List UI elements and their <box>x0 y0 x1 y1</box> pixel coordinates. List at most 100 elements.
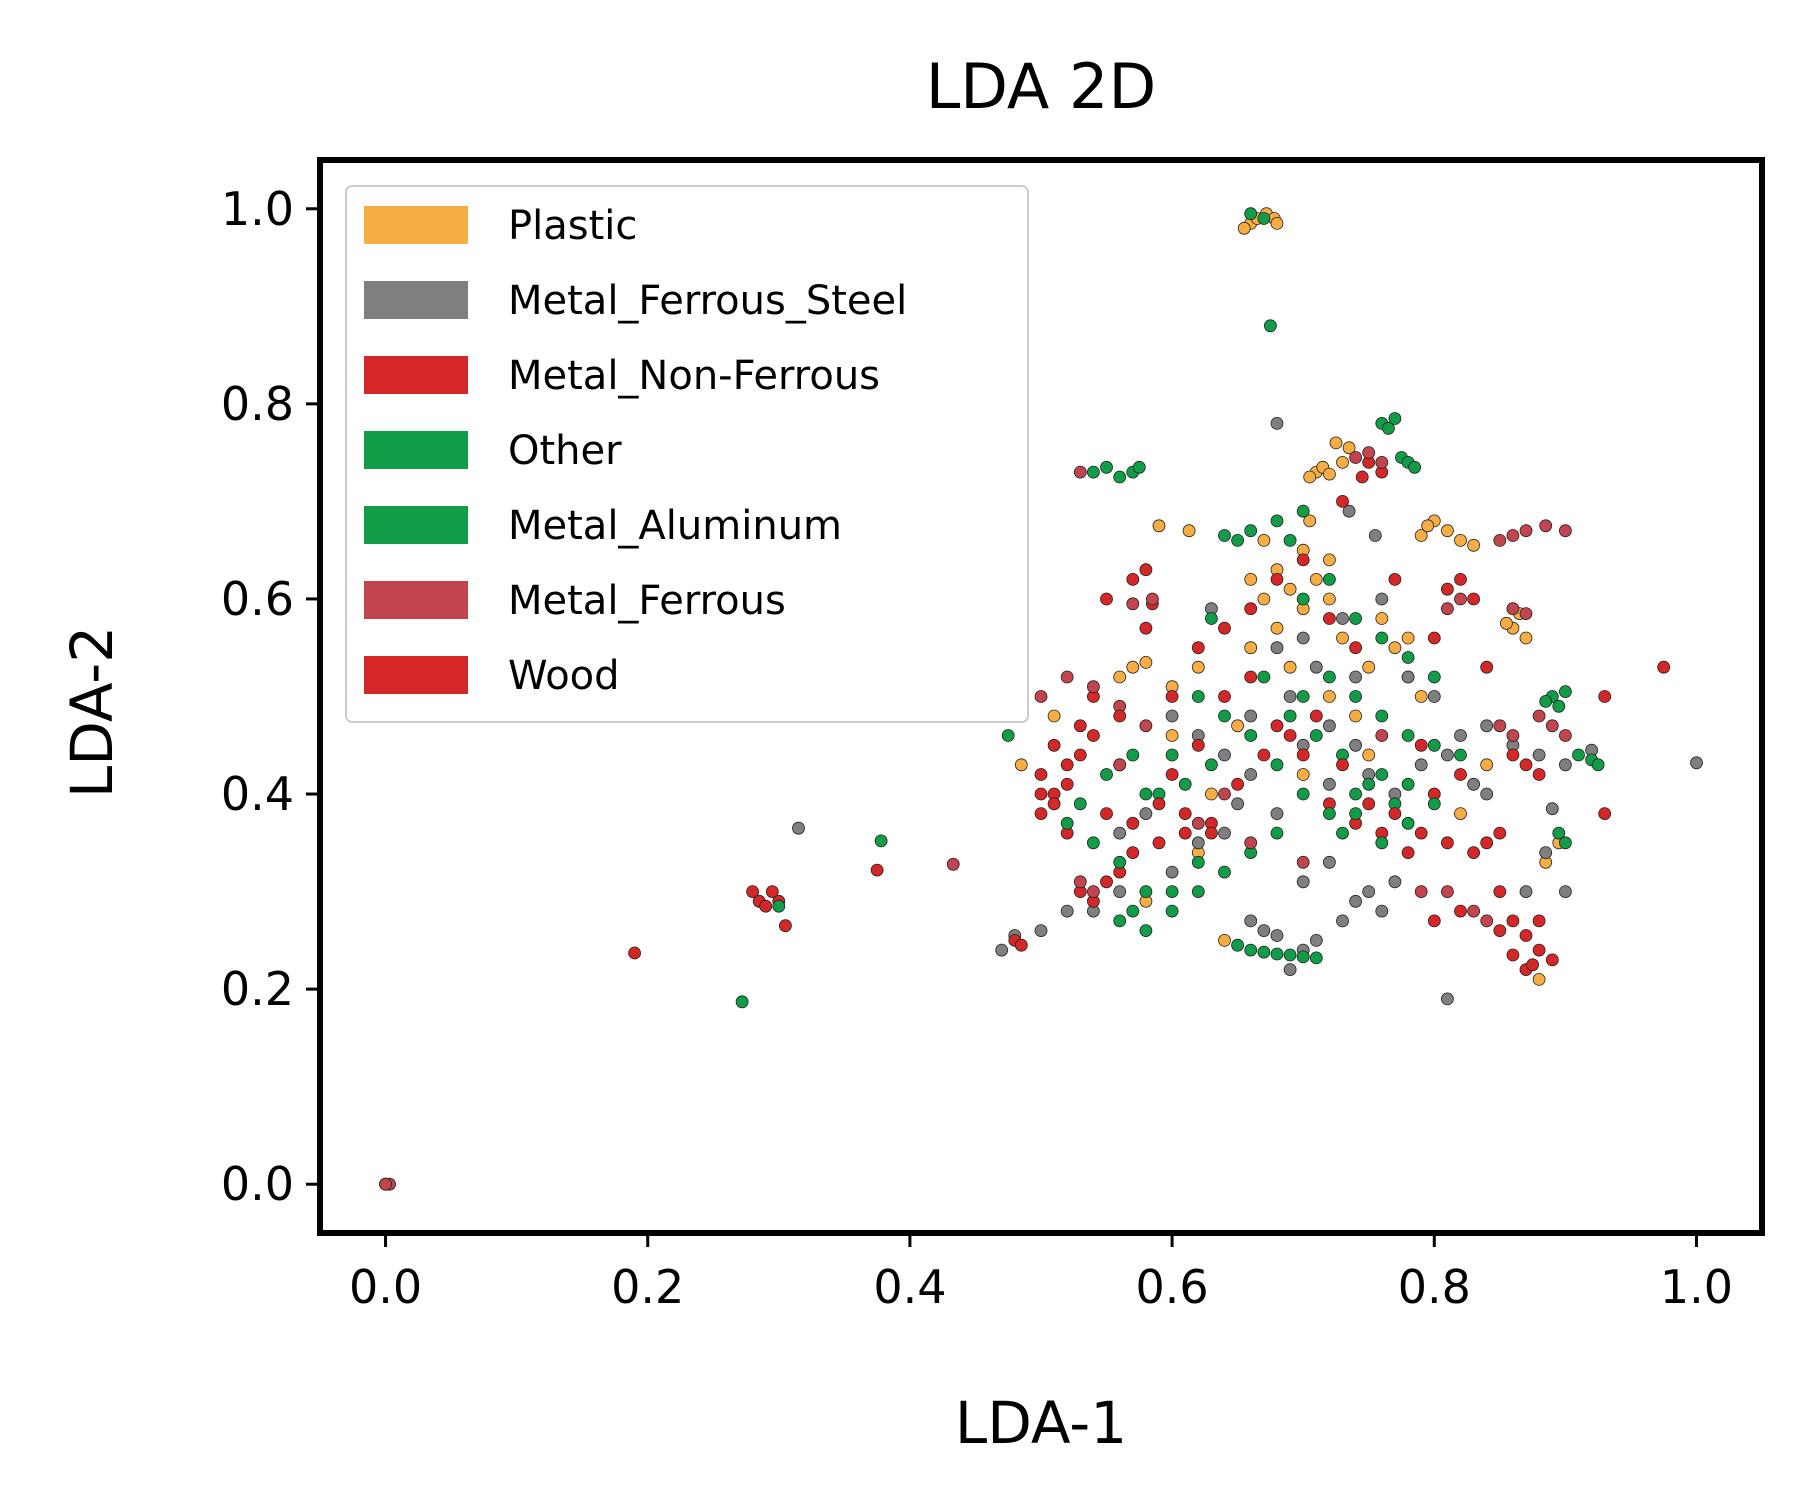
y-axis: 0.0 0.2 0.4 0.6 0.8 1.0 <box>221 182 320 1211</box>
data-point <box>1349 451 1362 464</box>
data-point <box>1414 738 1428 752</box>
data-point <box>1257 670 1271 684</box>
data-point <box>1480 836 1494 850</box>
data-point <box>1113 914 1127 928</box>
data-point <box>1467 904 1480 918</box>
data-point <box>1480 719 1494 733</box>
data-point <box>1336 631 1349 645</box>
data-point <box>1283 948 1297 962</box>
data-point <box>1362 446 1376 460</box>
data-point <box>1342 441 1356 455</box>
data-point <box>1126 748 1140 762</box>
data-point <box>1375 592 1389 606</box>
data-point <box>1073 748 1087 762</box>
data-point <box>1467 846 1480 859</box>
data-point <box>765 885 779 898</box>
data-point <box>1205 787 1218 801</box>
data-point <box>1388 412 1402 425</box>
data-point <box>1237 221 1251 235</box>
data-point <box>1467 592 1480 606</box>
data-point <box>1309 951 1323 965</box>
data-point <box>1132 460 1146 474</box>
data-point <box>628 946 641 960</box>
data-point <box>1014 938 1028 952</box>
data-point <box>772 899 786 913</box>
data-point <box>1467 777 1480 791</box>
data-point <box>1191 641 1205 655</box>
data-point <box>1480 914 1494 928</box>
data-point <box>1073 465 1087 479</box>
data-point <box>1264 319 1277 333</box>
data-point <box>1532 748 1546 762</box>
data-point <box>1296 748 1310 762</box>
data-point <box>1506 748 1520 762</box>
data-point <box>1559 758 1572 772</box>
y-tick-label: 1.0 <box>221 182 294 236</box>
data-point <box>1218 934 1231 947</box>
data-point <box>1182 524 1196 538</box>
x-axis: 0.0 0.2 0.4 0.6 0.8 1.0 <box>349 1233 1733 1314</box>
legend-label: Metal_Ferrous_Steel <box>508 278 907 324</box>
data-point <box>1060 816 1074 830</box>
data-point <box>1506 914 1520 928</box>
data-point <box>1296 592 1310 606</box>
data-point <box>1139 924 1153 937</box>
legend-swatch <box>364 206 468 244</box>
data-point <box>1087 465 1100 479</box>
legend-swatch <box>364 506 468 544</box>
data-point <box>1545 953 1559 967</box>
data-point <box>1296 690 1310 703</box>
data-point <box>1545 719 1559 733</box>
data-point <box>1165 904 1179 918</box>
data-point <box>1231 938 1244 952</box>
data-point <box>1270 807 1284 820</box>
legend-label: Wood <box>508 653 620 699</box>
data-point <box>1257 945 1271 959</box>
data-point <box>1113 709 1127 723</box>
data-point <box>1427 631 1441 645</box>
data-point <box>1559 885 1572 898</box>
data-point <box>1152 836 1166 850</box>
data-point <box>1139 787 1153 801</box>
data-point <box>1165 885 1179 898</box>
data-point <box>1296 504 1310 518</box>
legend: Plastic Metal_Ferrous_Steel Metal_Non-Ferr… <box>345 185 1029 723</box>
data-point <box>1283 690 1297 703</box>
y-tick-label: 0.4 <box>221 767 294 821</box>
data-point <box>1113 855 1127 869</box>
data-point <box>1532 768 1546 781</box>
data-point <box>1152 519 1166 533</box>
data-point <box>1506 948 1520 962</box>
data-point <box>1231 777 1244 791</box>
data-point <box>1526 958 1539 972</box>
data-point <box>1336 758 1349 772</box>
legend-swatch <box>364 581 468 619</box>
data-point <box>1270 929 1284 942</box>
data-point <box>1244 641 1258 655</box>
y-tick-label: 0.0 <box>221 1157 294 1211</box>
data-point <box>1559 524 1572 538</box>
data-point <box>1349 894 1362 908</box>
data-point <box>1191 816 1205 830</box>
data-point <box>1218 621 1231 635</box>
data-point <box>1454 768 1467 781</box>
data-point <box>1401 631 1415 645</box>
data-point <box>1047 709 1061 723</box>
data-point <box>1060 670 1074 684</box>
data-point <box>1165 709 1179 723</box>
data-point <box>1296 768 1310 781</box>
data-point <box>1336 914 1349 928</box>
data-point <box>1139 885 1153 898</box>
data-point <box>1323 807 1336 820</box>
data-point <box>1244 573 1258 586</box>
data-point <box>1047 738 1061 752</box>
data-point <box>1454 904 1467 918</box>
legend-swatch <box>364 431 468 469</box>
data-point <box>1414 529 1428 542</box>
data-point <box>1421 519 1435 533</box>
data-point <box>1427 738 1441 752</box>
data-point <box>1506 529 1520 542</box>
legend-label: Metal_Non-Ferrous <box>508 353 880 399</box>
data-point <box>1073 875 1087 889</box>
data-point <box>1559 729 1572 742</box>
